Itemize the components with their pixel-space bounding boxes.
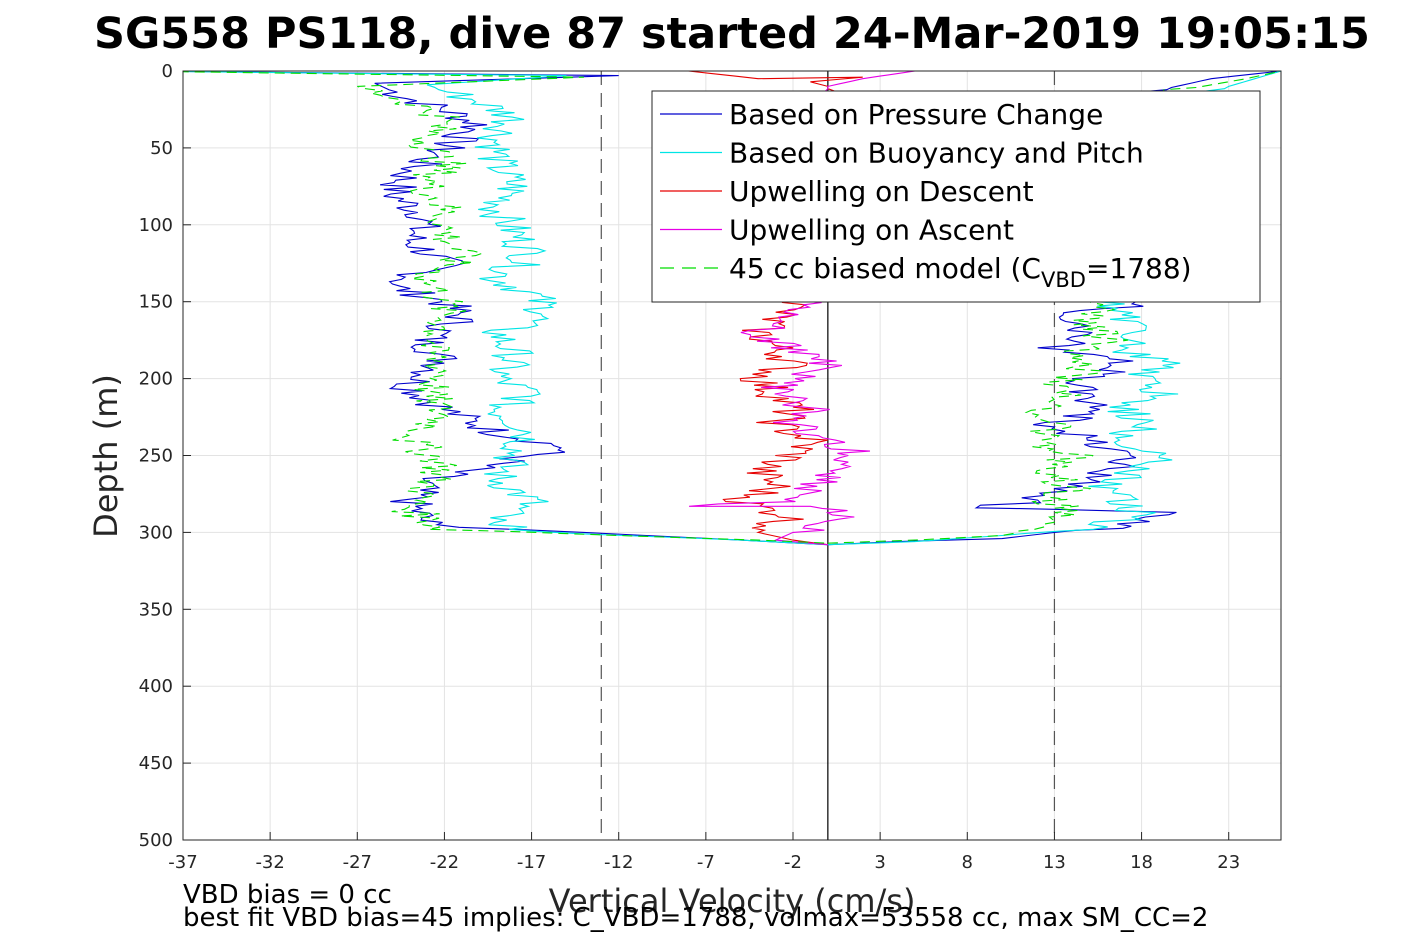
x-tick-label: -12 — [604, 852, 633, 873]
y-tick-label: 50 — [150, 138, 173, 159]
x-tick-label: 8 — [962, 852, 973, 873]
footer-line-2: best fit VBD bias=45 implies: C_VBD=1788… — [183, 903, 1208, 933]
y-axis-ticks: 0 50 100 150 200 250 300 350 400 450 500 — [139, 61, 191, 851]
y-axis-label: Depth (m) — [87, 374, 125, 538]
y-tick-label: 500 — [139, 830, 173, 851]
x-axis-label: Vertical Velocity (cm/s) — [549, 882, 916, 920]
y-tick-label: 150 — [139, 292, 173, 313]
x-axis-ticks: -37 -32 -27 -22 -17 -12 -7 -2 3 8 13 18 23 — [168, 832, 1240, 873]
chart-title: SG558 PS118, dive 87 started 24-Mar-2019… — [94, 9, 1370, 59]
y-tick-label: 250 — [139, 446, 173, 467]
legend-label: Upwelling on Descent — [729, 175, 1034, 208]
y-tick-label: 400 — [139, 676, 173, 697]
x-tick-label: 23 — [1217, 852, 1240, 873]
legend-label: Upwelling on Ascent — [729, 214, 1014, 247]
legend-label: Based on Pressure Change — [729, 98, 1103, 131]
x-tick-label: -32 — [255, 852, 284, 873]
x-tick-label: -2 — [784, 852, 802, 873]
y-tick-label: 350 — [139, 599, 173, 620]
legend: Based on Pressure Change Based on Buoyanc… — [651, 90, 1261, 303]
series-line-1-descent — [183, 71, 828, 546]
x-tick-label: 13 — [1043, 852, 1066, 873]
x-tick-label: 3 — [874, 852, 885, 873]
legend-label: Based on Buoyancy and Pitch — [729, 137, 1144, 170]
x-tick-label: -27 — [343, 852, 372, 873]
x-tick-label: -17 — [517, 852, 546, 873]
series-line-4-descent — [183, 71, 828, 544]
series-line-0-descent — [183, 71, 828, 546]
legend-box — [651, 90, 1261, 303]
footer-line-1: VBD bias = 0 cc — [183, 880, 392, 910]
y-tick-label: 450 — [139, 753, 173, 774]
y-tick-label: 0 — [162, 61, 173, 82]
y-tick-label: 100 — [139, 215, 173, 236]
x-tick-label: -37 — [168, 852, 197, 873]
x-tick-label: -7 — [697, 852, 715, 873]
y-tick-label: 300 — [139, 522, 173, 543]
x-tick-label: -22 — [430, 852, 459, 873]
y-tick-label: 200 — [139, 369, 173, 390]
x-tick-label: 18 — [1130, 852, 1153, 873]
legend-label: 45 cc biased model (CVBD=1788) — [729, 252, 1192, 292]
